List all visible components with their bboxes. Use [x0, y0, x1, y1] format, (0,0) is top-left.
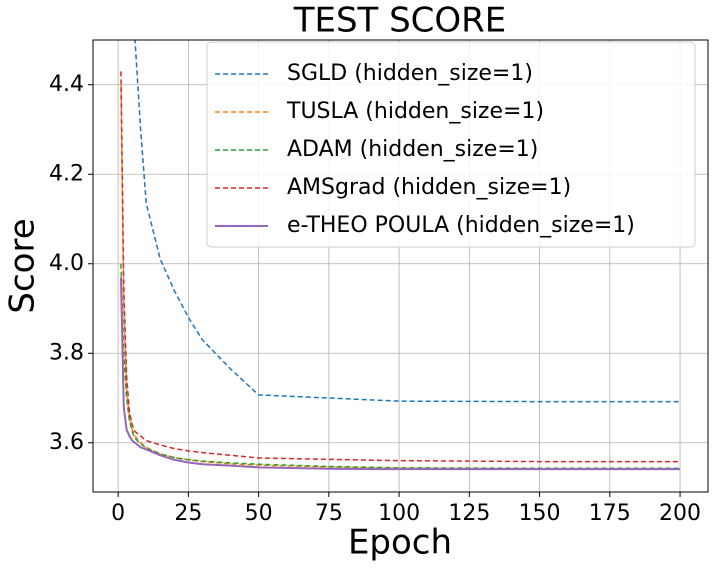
x-tick-label: 200 [659, 501, 701, 526]
x-tick-label: 0 [111, 501, 125, 526]
x-tick-label: 75 [315, 501, 343, 526]
x-tick-label: 125 [448, 501, 490, 526]
series-line [120, 71, 681, 463]
x-axis-label: Epoch [348, 523, 452, 563]
legend: SGLD (hidden_size=1) TUSLA (hidden_size=1… [206, 41, 696, 248]
x-tick-label: 175 [589, 501, 631, 526]
y-tick-label: 4.2 [49, 161, 84, 186]
plot-frame [92, 39, 709, 493]
legend-label: ADAM (hidden_size=1) [287, 137, 538, 162]
y-tick-label: 3.8 [49, 340, 84, 365]
x-tick-label: 100 [378, 501, 420, 526]
legend-label: AMSgrad (hidden_size=1) [287, 175, 571, 200]
legend-label: SGLD (hidden_size=1) [287, 61, 533, 86]
ticks: 0 25 50 75 100 125 150 175 200 3.6 3.8 4.0 4.2 4.4 [49, 72, 701, 526]
legend-label: TUSLA (hidden_size=1) [286, 99, 544, 124]
series-line [134, 40, 681, 403]
y-tick-label: 3.6 [49, 430, 84, 455]
plot-lines [119, 40, 681, 471]
x-tick-label: 50 [245, 501, 273, 526]
legend-box [206, 41, 696, 248]
chart-title: TEST SCORE [293, 1, 507, 41]
x-tick-label: 25 [174, 501, 202, 526]
x-tick-label: 150 [519, 501, 561, 526]
series-line [119, 277, 681, 471]
y-tick-label: 4.4 [49, 72, 84, 97]
y-tick-label: 4.0 [49, 251, 84, 276]
y-axis-label: Score [3, 218, 43, 313]
legend-label: e-THEO POULA (hidden_size=1) [287, 213, 635, 238]
series-line [120, 263, 681, 470]
